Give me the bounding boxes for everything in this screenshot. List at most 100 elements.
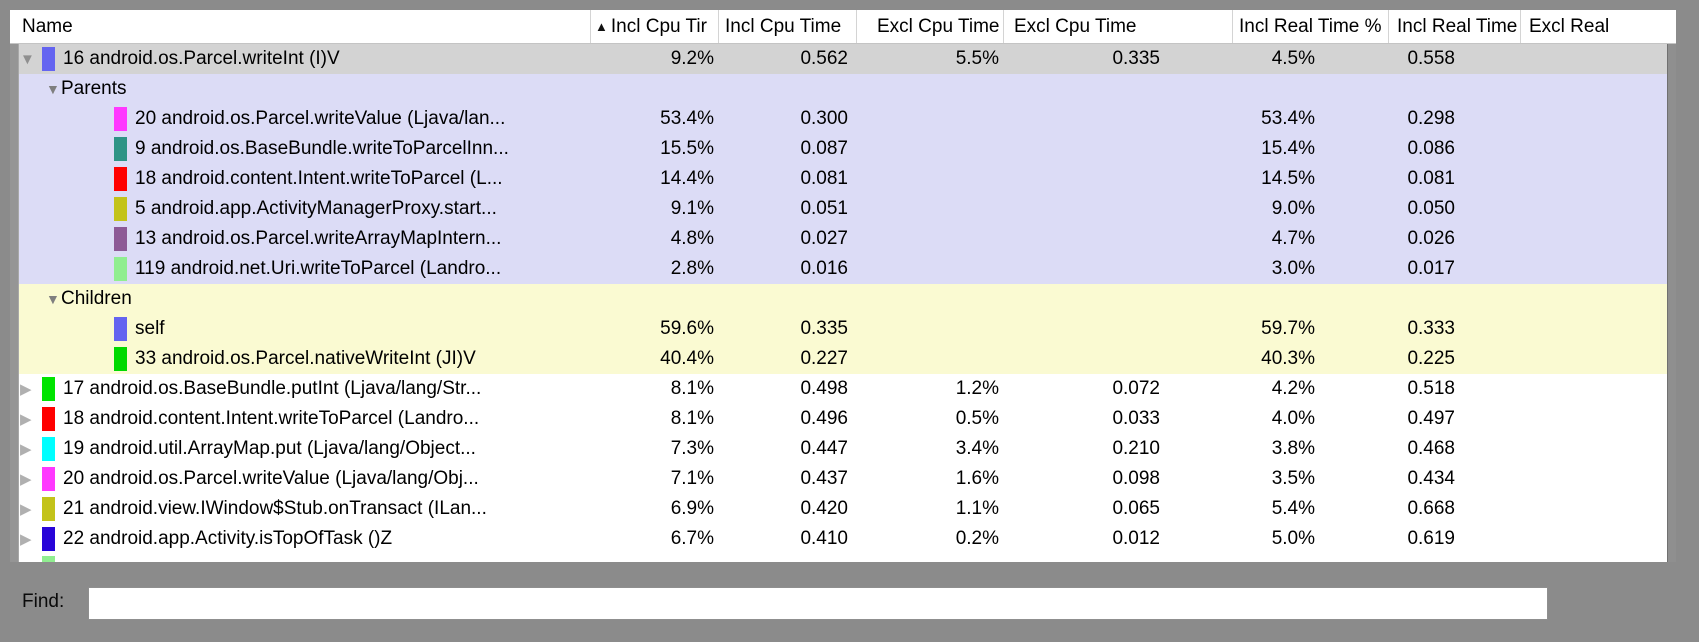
expand-collapsed-icon[interactable]: ▶ bbox=[20, 471, 32, 488]
expand-collapsed-icon[interactable]: ▶ bbox=[20, 411, 32, 428]
cell-incl_real_time_pct: 5.4% bbox=[1271, 498, 1315, 519]
table-row[interactable]: 5 android.app.ActivityManagerProxy.start… bbox=[10, 194, 1676, 224]
name-cell: 18 android.content.Intent.writeToParcel … bbox=[10, 164, 590, 194]
table-row[interactable]: 20 android.os.Parcel.writeValue (Ljava/l… bbox=[10, 104, 1676, 134]
column-header-label: Excl Cpu Time bbox=[1014, 15, 1137, 37]
cell-excl_cpu_time: 0.335 bbox=[1112, 48, 1160, 69]
method-color-swatch bbox=[114, 347, 127, 371]
table-row[interactable]: 13 android.os.Parcel.writeArrayMapIntern… bbox=[10, 224, 1676, 254]
sort-ascending-icon: ▲ bbox=[595, 19, 608, 34]
table-row[interactable]: ▶ 19 android.util.ArrayMap.put (Ljava/lan… bbox=[10, 434, 1676, 464]
right-scrollbar-track[interactable] bbox=[1667, 44, 1676, 562]
cell-incl_real_time: 0.086 bbox=[1407, 138, 1455, 159]
column-header-incl_real_time[interactable]: Incl Real Time bbox=[1388, 10, 1520, 43]
name-cell: ▶ 17 android.os.BaseBundle.putInt (Ljava/… bbox=[10, 374, 590, 404]
column-header-incl_cpu_time[interactable]: Incl Cpu Time bbox=[718, 10, 856, 43]
cell-incl_cpu_time: 0.051 bbox=[800, 198, 848, 219]
cell-excl_cpu_time_pct: 5.5% bbox=[955, 48, 999, 69]
cell-incl_real_time_pct: 3.8% bbox=[1271, 438, 1315, 459]
table-row[interactable]: ▶ 21 android.view.IWindow$Stub.onTransact… bbox=[10, 494, 1676, 524]
cell-incl_real_time: 0.434 bbox=[1407, 468, 1455, 489]
name-cell: ▼ Children bbox=[10, 284, 590, 314]
table-row[interactable]: ▶ 18 android.content.Intent.writeToParcel… bbox=[10, 404, 1676, 434]
cell-incl_real_time_pct: 4.5% bbox=[1271, 48, 1315, 69]
cell-incl_cpu_time: 0.081 bbox=[800, 168, 848, 189]
column-header-excl_real[interactable]: Excl Real bbox=[1520, 10, 1676, 43]
cell-incl_cpu_time: 0.496 bbox=[800, 408, 848, 429]
table-row[interactable]: 119 android.net.Uri.writeToParcel (Landr… bbox=[10, 254, 1676, 284]
column-header-label: Incl Cpu Time bbox=[725, 15, 842, 37]
cell-incl_real_time_pct: 4.0% bbox=[1271, 408, 1315, 429]
method-color-swatch bbox=[42, 527, 55, 551]
column-header-excl_cpu_time[interactable]: Excl Cpu Time bbox=[1003, 10, 1232, 43]
method-name: 22 android.app.Activity.isTopOfTask ()Z bbox=[63, 528, 393, 549]
cell-incl_real_time: 0.668 bbox=[1407, 498, 1455, 519]
profile-table-panel: Name ▲ Incl Cpu Tir Incl Cpu Time Excl Cpu T… bbox=[10, 10, 1676, 562]
cell-incl_real_time_pct: 14.5% bbox=[1261, 168, 1315, 189]
method-name: self bbox=[135, 318, 165, 339]
table-row[interactable]: ▶ 17 android.os.BaseBundle.putInt (Ljava/… bbox=[10, 374, 1676, 404]
cell-incl_cpu_time_pct: 4.8% bbox=[670, 228, 714, 249]
table-row[interactable]: ▶ 20 android.os.Parcel.writeValue (Ljava/… bbox=[10, 464, 1676, 494]
expand-expanded-icon[interactable]: ▼ bbox=[46, 291, 60, 307]
cell-incl_cpu_time: 0.420 bbox=[800, 498, 848, 519]
method-color-swatch bbox=[42, 467, 55, 491]
cell-incl_cpu_time_pct: 9.2% bbox=[670, 48, 714, 69]
column-header-excl_cpu_time_pct[interactable]: Excl Cpu Time % bbox=[856, 10, 1003, 43]
column-header-name[interactable]: Name bbox=[10, 10, 590, 43]
table-row[interactable]: self 59.6% 0.335 59.7% 0.333 bbox=[10, 314, 1676, 344]
left-scrollbar-track[interactable] bbox=[10, 44, 19, 562]
expand-collapsed-icon[interactable]: ▶ bbox=[20, 501, 32, 518]
expand-collapsed-icon[interactable]: ▶ bbox=[20, 381, 32, 398]
table-row[interactable]: 9 android.os.BaseBundle.writeToParcelInn… bbox=[10, 134, 1676, 164]
column-header-label: Incl Cpu Tir bbox=[610, 15, 707, 37]
expand-collapsed-icon[interactable]: ▶ bbox=[20, 531, 32, 548]
cell-incl_cpu_time_pct: 15.5% bbox=[660, 138, 714, 159]
cell-incl_cpu_time_pct: 59.6% bbox=[660, 318, 714, 339]
table-row[interactable]: ▶ 22 android.app.Activity.isTopOfTask ()Z… bbox=[10, 524, 1676, 554]
column-header-incl_cpu_time_pct[interactable]: ▲ Incl Cpu Tir bbox=[590, 10, 718, 43]
table-row[interactable]: ▼ 16 android.os.Parcel.writeInt (I)V 9.2% 0… bbox=[10, 44, 1676, 74]
cell-incl_real_time_pct: 53.4% bbox=[1261, 108, 1315, 129]
method-name: 18 android.content.Intent.writeToParcel … bbox=[63, 408, 480, 429]
method-color-swatch bbox=[114, 227, 127, 251]
cell-incl_cpu_time_pct: 53.4% bbox=[660, 108, 714, 129]
cell-incl_real_time_pct: 15.4% bbox=[1261, 138, 1315, 159]
cell-incl_real_time: 0.298 bbox=[1407, 108, 1455, 129]
column-header-label: Excl Cpu Time % bbox=[877, 15, 1003, 37]
section-row-children[interactable]: ▼ Children bbox=[10, 284, 1676, 314]
name-cell: 119 android.net.Uri.writeToParcel (Landr… bbox=[10, 254, 590, 284]
section-row-parents[interactable]: ▼ Parents bbox=[10, 74, 1676, 104]
expand-expanded-icon[interactable]: ▼ bbox=[46, 81, 60, 97]
method-name: 9 android.os.BaseBundle.writeToParcelInn… bbox=[135, 138, 509, 159]
cell-incl_real_time_pct: 40.3% bbox=[1261, 348, 1315, 369]
cell-incl_real_time: 0.619 bbox=[1407, 528, 1455, 549]
expand-expanded-icon[interactable]: ▼ bbox=[20, 50, 35, 68]
cell-excl_cpu_time_pct: 0.5% bbox=[955, 408, 999, 429]
table-row-partial[interactable] bbox=[10, 554, 1676, 562]
name-cell: self bbox=[10, 314, 590, 344]
expand-collapsed-icon[interactable]: ▶ bbox=[20, 441, 32, 458]
method-name: 5 android.app.ActivityManagerProxy.start… bbox=[135, 198, 497, 219]
cell-incl_cpu_time_pct: 8.1% bbox=[670, 408, 714, 429]
cell-incl_real_time: 0.497 bbox=[1407, 408, 1455, 429]
method-name: 33 android.os.Parcel.nativeWriteInt (JI)… bbox=[135, 348, 476, 369]
cell-excl_cpu_time_pct: 1.2% bbox=[955, 378, 999, 399]
cell-incl_real_time_pct: 5.0% bbox=[1271, 528, 1315, 549]
cell-excl_cpu_time: 0.033 bbox=[1112, 408, 1160, 429]
column-header-incl_real_time_pct[interactable]: Incl Real Time % bbox=[1232, 10, 1388, 43]
cell-excl_cpu_time_pct: 1.1% bbox=[955, 498, 999, 519]
table-row[interactable]: 18 android.content.Intent.writeToParcel … bbox=[10, 164, 1676, 194]
cell-incl_cpu_time_pct: 9.1% bbox=[670, 198, 714, 219]
method-color-swatch bbox=[42, 497, 55, 521]
method-name: 21 android.view.IWindow$Stub.onTransact … bbox=[63, 498, 487, 519]
name-cell: 20 android.os.Parcel.writeValue (Ljava/l… bbox=[10, 104, 590, 134]
table-row[interactable]: 33 android.os.Parcel.nativeWriteInt (JI)… bbox=[10, 344, 1676, 374]
cell-excl_cpu_time: 0.065 bbox=[1112, 498, 1160, 519]
find-input[interactable] bbox=[88, 587, 1548, 620]
cell-excl_cpu_time: 0.072 bbox=[1112, 378, 1160, 399]
cell-incl_real_time: 0.468 bbox=[1407, 438, 1455, 459]
cell-incl_cpu_time: 0.437 bbox=[800, 468, 848, 489]
method-color-swatch bbox=[114, 137, 127, 161]
cell-incl_cpu_time: 0.016 bbox=[800, 258, 848, 279]
